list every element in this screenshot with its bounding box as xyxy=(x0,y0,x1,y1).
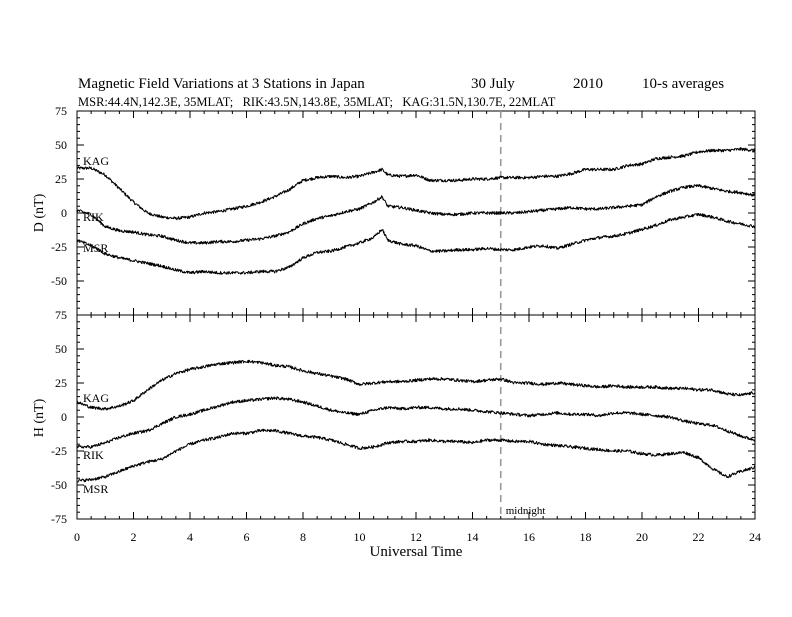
y-tick-label: 75 xyxy=(55,104,67,118)
y-tick-label: 50 xyxy=(55,138,67,152)
y-tick-label: 25 xyxy=(55,376,67,390)
series-label-rik: RIK xyxy=(83,210,104,224)
y-tick-label: -75 xyxy=(51,512,67,526)
x-tick-label: 2 xyxy=(131,530,137,544)
x-axis-label: Universal Time xyxy=(370,544,463,560)
x-tick-label: 18 xyxy=(580,530,592,544)
series-label-rik: RIK xyxy=(83,448,104,462)
x-tick-label: 24 xyxy=(749,530,761,544)
y-tick-label: -25 xyxy=(51,444,67,458)
chart-title: Magnetic Field Variations at 3 Stations … xyxy=(78,76,365,92)
plot-layer: -50 -25 0 25 50 75 KAG RIK MSR -75 -50 -25 0 25 50 75 KA… xyxy=(51,104,761,544)
series-line-kag xyxy=(76,147,756,221)
series-line-msr xyxy=(76,212,756,275)
x-tick-label: 0 xyxy=(74,530,80,544)
y-tick-label: -50 xyxy=(51,274,67,288)
series-line-rik xyxy=(76,396,756,449)
x-tick-label: 6 xyxy=(244,530,250,544)
series-label-kag: KAG xyxy=(83,154,109,168)
y-tick-label: -25 xyxy=(51,240,67,254)
chart-subtitle: MSR:44.4N,142.3E, 35MLAT; RIK:43.5N,143.… xyxy=(78,95,556,109)
x-tick-label: 10 xyxy=(354,530,366,544)
x-tick-label: 12 xyxy=(410,530,422,544)
series-line-kag xyxy=(76,359,756,411)
y-axis-label-bottom: H (nT) xyxy=(32,398,47,437)
series-label-kag: KAG xyxy=(83,391,109,405)
x-tick-label: 20 xyxy=(636,530,648,544)
y-tick-label: 50 xyxy=(55,342,67,356)
series-line-msr xyxy=(76,428,756,483)
series-line-rik xyxy=(76,184,756,245)
y-tick-label: 0 xyxy=(61,410,67,424)
x-tick-label: 4 xyxy=(187,530,193,544)
x-tick-label: 16 xyxy=(523,530,535,544)
y-axis-label-top: D (nT) xyxy=(32,193,47,232)
chart-year: 2010 xyxy=(573,76,603,92)
series-label-msr: MSR xyxy=(83,482,108,496)
y-tick-label: 25 xyxy=(55,172,67,186)
chart-date: 30 July xyxy=(471,76,515,92)
x-tick-label: 8 xyxy=(300,530,306,544)
y-tick-label: 75 xyxy=(55,308,67,322)
chart-averaging: 10-s averages xyxy=(642,76,724,92)
x-tick-label: 22 xyxy=(693,530,705,544)
series-label-msr: MSR xyxy=(83,241,108,255)
x-tick-label: 14 xyxy=(467,530,479,544)
midnight-label: midnight xyxy=(506,505,546,517)
plot-frame-0 xyxy=(76,110,756,316)
y-tick-label: 0 xyxy=(61,206,67,220)
y-tick-label: -50 xyxy=(51,478,67,492)
